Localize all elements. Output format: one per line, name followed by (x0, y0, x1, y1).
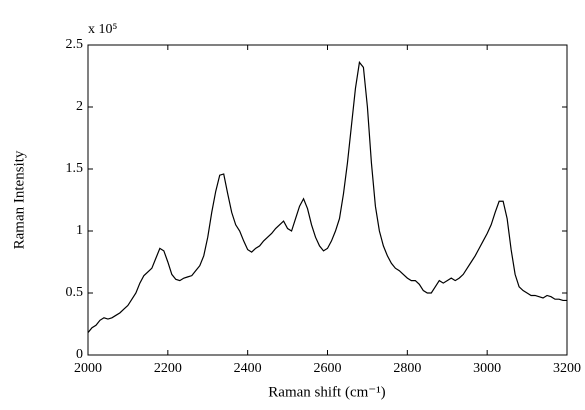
spectrum-line (87, 60, 567, 334)
y-tick-label: 0.5 (66, 285, 84, 300)
plot-frame (87, 44, 568, 356)
x-axis-label: Raman shift (cm⁻¹) (268, 384, 385, 400)
y-tick-label: 1.5 (66, 161, 84, 176)
y-axis-label: Raman Intensity (11, 150, 27, 249)
x-tick-label: 2400 (234, 361, 262, 376)
y-tick-label: 0 (76, 347, 83, 362)
y-tick-label: 2.5 (66, 37, 84, 52)
x-tick-label: 2600 (314, 361, 342, 376)
x-tick-label: 2200 (154, 361, 182, 376)
x-tick-label: 3000 (473, 361, 501, 376)
x-tick-label: 2000 (74, 361, 102, 376)
y-tick-label: 2 (76, 99, 83, 114)
x-tick-label: 2800 (393, 361, 421, 376)
y-tick-label: 1 (76, 223, 83, 238)
x-tick-label: 3200 (553, 361, 581, 376)
y-multiplier: x 10⁵ (88, 22, 118, 37)
